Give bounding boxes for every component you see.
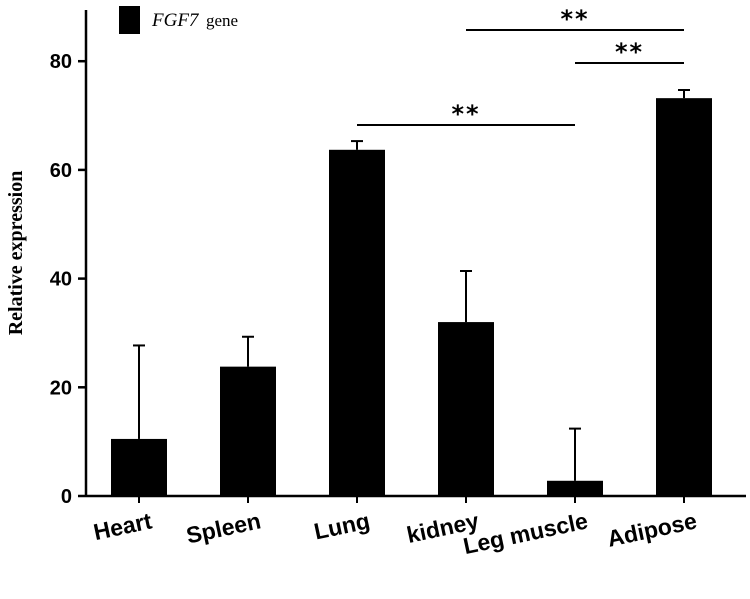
x-tick-label-spleen: Spleen — [184, 507, 263, 548]
x-tick-label-heart: Heart — [91, 507, 154, 545]
y-tick-label-0: 0 — [61, 486, 72, 508]
legend-swatch — [119, 6, 140, 34]
bar-lung — [329, 149, 385, 496]
y-tick-label-20: 20 — [50, 377, 72, 399]
significance-bracket-1: ** — [357, 100, 575, 128]
legend-gene-suffix: gene — [206, 11, 238, 30]
plot-area — [84, 10, 746, 498]
y-tick-label-60: 60 — [50, 160, 72, 182]
x-tick-label-adipose: Adipose — [605, 507, 699, 551]
significance-label-2: ** — [560, 5, 589, 33]
bar-leg-muscle — [547, 480, 603, 496]
error-bar-adipose — [678, 89, 690, 99]
bars — [111, 98, 712, 497]
significance-brackets: ** ** ** — [357, 5, 684, 128]
significance-bracket-3: ** — [575, 38, 684, 66]
x-tick-label-leg-muscle: Leg muscle — [461, 507, 590, 559]
significance-bracket-2: ** — [466, 5, 684, 33]
error-bar-leg-muscle — [569, 427, 581, 481]
error-bar-kidney — [460, 269, 472, 323]
y-tick-label-80: 80 — [50, 51, 72, 73]
bar-adipose — [656, 98, 712, 497]
bar-spleen — [220, 366, 276, 496]
y-axis-label: Relative expression — [5, 171, 27, 336]
significance-label-1: ** — [451, 100, 480, 128]
significance-label-3: ** — [615, 38, 644, 66]
error-bar-lung — [351, 140, 363, 150]
error-bar-heart — [133, 344, 145, 439]
error-bars — [133, 89, 690, 481]
error-bar-spleen — [242, 335, 254, 367]
legend-gene-name: FGF7 — [151, 10, 200, 31]
y-tick-label-40: 40 — [50, 269, 72, 291]
bar-heart — [111, 438, 167, 496]
x-tick-label-lung: Lung — [312, 507, 372, 544]
y-ticks: 0 20 40 60 80 — [50, 51, 86, 508]
legend: FGF7 gene — [119, 6, 238, 34]
bar-kidney — [438, 322, 494, 496]
